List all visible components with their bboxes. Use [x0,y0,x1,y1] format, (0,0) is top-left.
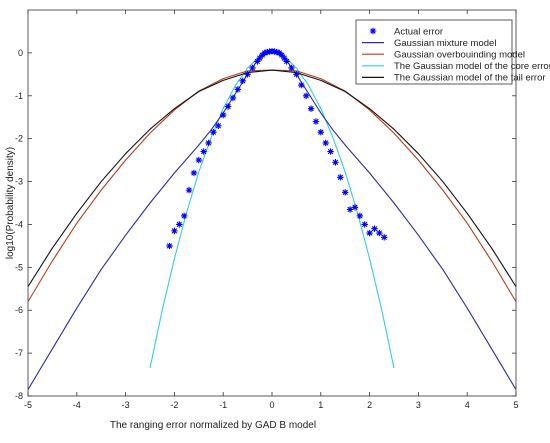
actual-error-point [176,221,183,228]
y-axis-title: log10(Probability density) [5,147,16,259]
y-tick-label: -2 [15,134,23,144]
legend-label: Gaussian mixture model [394,38,496,49]
actual-error-point [337,174,344,181]
y-tick-label: -6 [15,305,23,315]
x-tick-label: 5 [513,400,518,410]
actual-error-point [298,81,305,89]
y-tick-label: -3 [15,177,23,187]
actual-error-point [190,169,198,177]
actual-error-point [342,189,349,196]
actual-error-point [200,148,207,155]
legend-label: The Gaussian model of the tail error [394,73,546,84]
series-layer [28,47,516,390]
y-tick-label: 0 [18,48,23,58]
actual-error-point [322,139,329,147]
x-tick-label: 2 [367,400,372,410]
legend-label: Gaussian overbouinding model [394,50,525,61]
actual-error-point [224,103,232,110]
y-tick-label: -5 [15,262,23,272]
actual-error-point [307,105,315,112]
actual-error-point [288,64,295,72]
y-tick-label: -1 [15,91,23,101]
series-line-4 [28,69,516,287]
actual-error-point [273,48,281,56]
actual-error-point [256,54,263,62]
actual-error-point [220,111,227,119]
x-tick-label: -3 [122,400,130,410]
x-axis-title: The ranging error normalized by GAD B mo… [110,420,316,431]
actual-error-point [195,156,202,164]
actual-error-point [361,221,368,228]
actual-error-point [234,86,242,93]
y-axis: -8 -7 -6 -5 -4 -3 -2 -1 0 [15,48,516,401]
actual-error-point [281,54,288,62]
x-tick-label: -2 [170,400,178,410]
actual-error-point [356,212,364,220]
actual-error-point [278,51,285,59]
x-axis: -5 -4 -3 -2 -1 0 1 2 3 4 5 [24,10,519,410]
legend-label: The Gaussian model of the core error [394,61,550,72]
actual-error-point [317,129,324,136]
actual-error-point [312,118,320,125]
actual-error-point [239,77,246,84]
actual-error-point [346,206,354,213]
legend-marker [369,27,377,35]
actual-error-point [366,229,373,237]
actual-error-point [302,92,310,99]
legend-label: Actual error [394,26,443,37]
legend-box [355,19,513,85]
actual-error-point [327,148,334,155]
x-tick-label: -4 [73,400,81,410]
x-tick-label: -1 [219,400,227,410]
actual-error-point [244,71,251,78]
actual-error-point [381,234,388,241]
y-tick-label: -7 [15,348,23,358]
x-tick-label: 4 [465,400,470,410]
actual-error-point [180,212,188,220]
actual-error-point [371,225,378,232]
y-tick-label: -8 [15,391,23,401]
actual-error-point [171,227,178,235]
actual-error-point [351,204,359,211]
actual-error-point [205,139,212,147]
actual-error-point [332,159,339,166]
x-tick-label: -5 [24,400,32,410]
actual-error-point [166,242,173,250]
actual-error-point [229,94,237,102]
actual-error-point [210,129,217,136]
x-tick-label: 3 [416,400,421,410]
actual-error-point [261,49,268,57]
actual-error-point [215,122,222,129]
x-tick-label: 1 [318,400,323,410]
actual-error-point [293,71,300,78]
x-tick-label: 0 [269,400,274,410]
actual-error-point [376,229,383,237]
actual-error-point [254,58,261,65]
y-tick-label: -4 [15,219,23,229]
actual-error-point [185,186,193,194]
actual-error-point [249,64,256,72]
actual-error-point [283,58,290,65]
